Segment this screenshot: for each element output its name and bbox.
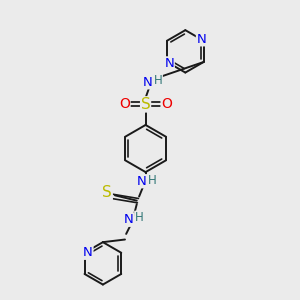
- Text: N: N: [164, 57, 174, 70]
- Text: N: N: [83, 246, 93, 259]
- Text: H: H: [154, 74, 162, 87]
- Text: S: S: [141, 97, 151, 112]
- Text: N: N: [143, 76, 153, 89]
- Text: H: H: [135, 211, 143, 224]
- Text: O: O: [119, 98, 130, 111]
- Text: H: H: [148, 173, 156, 187]
- Text: N: N: [196, 33, 206, 46]
- Text: N: N: [137, 175, 147, 188]
- Text: S: S: [102, 185, 112, 200]
- Text: N: N: [124, 213, 134, 226]
- Text: O: O: [161, 98, 172, 111]
